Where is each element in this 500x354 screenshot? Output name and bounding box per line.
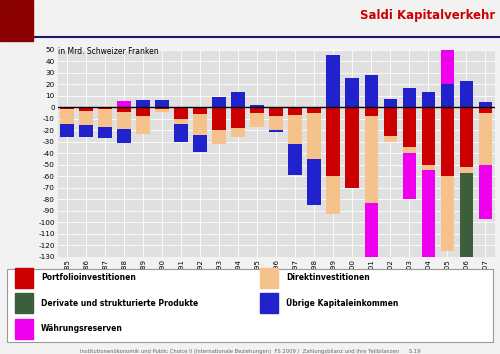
Text: Übrige Kapitaleinkommen: Übrige Kapitaleinkommen (286, 298, 398, 308)
Text: in Mrd. Schweizer Franken: in Mrd. Schweizer Franken (58, 47, 159, 56)
Bar (117, 129, 131, 143)
Bar (174, 119, 188, 124)
FancyBboxPatch shape (8, 269, 492, 342)
Bar (250, 105, 264, 107)
Text: Derivate und strukturierte Produkte: Derivate und strukturierte Produkte (41, 298, 198, 308)
Bar (98, 107, 112, 109)
Text: Portfolioinvestitionen: Portfolioinvestitionen (41, 273, 136, 282)
Bar (460, 167, 473, 173)
Bar (260, 293, 278, 313)
Bar (460, 81, 473, 107)
Bar (194, 107, 207, 114)
Bar (212, 97, 226, 107)
Bar (270, 116, 283, 130)
Bar (326, 176, 340, 214)
Bar (136, 116, 150, 133)
Bar (346, 107, 359, 188)
Bar (0, 0, 32, 41)
Bar (194, 114, 207, 135)
Bar (79, 126, 93, 137)
Bar (326, 107, 340, 176)
Bar (460, 173, 473, 293)
Bar (308, 107, 321, 113)
Bar (422, 107, 436, 165)
Bar (194, 135, 207, 152)
Bar (98, 109, 112, 127)
Bar (79, 110, 93, 126)
Bar (232, 128, 245, 137)
Bar (364, 116, 378, 202)
Bar (478, 107, 492, 113)
Bar (402, 107, 416, 147)
Bar (364, 75, 378, 107)
Bar (364, 202, 378, 300)
Bar (79, 107, 93, 110)
Text: Institutionenökonomik und Public Choice II (Internationale Beziehungen)  FS 2009: Institutionenökonomik und Public Choice … (80, 349, 420, 354)
Bar (174, 107, 188, 119)
Bar (117, 112, 131, 129)
Bar (384, 107, 397, 136)
Bar (326, 55, 340, 107)
Bar (250, 113, 264, 127)
Bar (98, 127, 112, 138)
Bar (364, 107, 378, 116)
Bar (422, 92, 436, 107)
Bar (136, 100, 150, 107)
Bar (232, 107, 245, 128)
Bar (440, 107, 454, 176)
Bar (174, 124, 188, 142)
Bar (308, 159, 321, 205)
Bar (422, 170, 436, 262)
Bar (60, 124, 74, 137)
Bar (156, 107, 169, 109)
Bar (212, 130, 226, 144)
Bar (60, 109, 74, 124)
Bar (156, 109, 169, 112)
Bar (346, 78, 359, 107)
Bar (270, 107, 283, 116)
Bar (60, 107, 74, 109)
Bar (15, 268, 34, 288)
Bar (478, 165, 492, 219)
Bar (260, 268, 278, 288)
Bar (440, 84, 454, 107)
Bar (478, 113, 492, 165)
Bar (308, 113, 321, 159)
Bar (288, 115, 302, 144)
Bar (478, 103, 492, 107)
Bar (156, 100, 169, 107)
Bar (250, 107, 264, 113)
Text: Saldi Kapitalverkehr: Saldi Kapitalverkehr (360, 9, 495, 22)
Text: Währungsreserven: Währungsreserven (41, 324, 122, 333)
Bar (402, 147, 416, 153)
Bar (232, 92, 245, 107)
Bar (270, 130, 283, 132)
Bar (402, 87, 416, 107)
Bar (117, 101, 131, 107)
Bar (440, 176, 454, 251)
Bar (15, 319, 34, 339)
Bar (136, 107, 150, 116)
Bar (402, 153, 416, 199)
Bar (384, 136, 397, 142)
Text: Direktinvestitionen: Direktinvestitionen (286, 273, 370, 282)
Bar (384, 99, 397, 107)
Bar (15, 293, 34, 313)
Bar (288, 144, 302, 175)
Bar (288, 107, 302, 115)
Bar (117, 107, 131, 112)
Bar (422, 165, 436, 170)
Bar (440, 38, 454, 84)
Bar (212, 107, 226, 130)
Bar (460, 107, 473, 167)
